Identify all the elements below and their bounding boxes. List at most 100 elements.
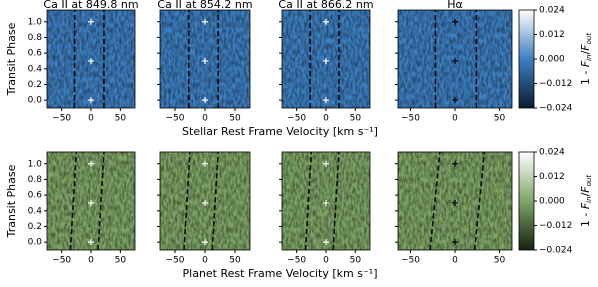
y-tick-label: 0.0 (28, 238, 43, 248)
colorbar-tick-label: −0.012 (539, 79, 572, 89)
plus-marker (323, 199, 329, 206)
colorbar-label-part: in (585, 196, 593, 202)
y-axis-label: Transit Phase (5, 164, 18, 238)
x-tick-label: 50 (350, 256, 362, 266)
plus-marker (452, 57, 458, 64)
plus-marker (452, 97, 458, 104)
colorbar-label-part: out (585, 175, 593, 187)
colorbar-tick-label: −0.024 (539, 246, 573, 256)
colorbar (518, 151, 535, 251)
colorbar-label-part: F (579, 60, 592, 67)
x-tick-label: 0 (202, 114, 208, 124)
colorbar-tick-label: 0.000 (539, 55, 565, 65)
panel-title: Ca II at 854.2 nm (157, 0, 252, 11)
colorbar-label: 1 - Fin/Fout (579, 33, 593, 85)
colorbar-tick-label: −0.024 (539, 104, 573, 114)
x-tick-label: 0 (88, 256, 94, 266)
x-tick-label: 0 (323, 256, 329, 266)
y-tick-label: 0.4 (28, 64, 43, 74)
x-tick-label: 0 (452, 256, 458, 266)
plus-marker (88, 57, 94, 64)
dashed-line (211, 151, 219, 251)
x-tick-label: 0 (202, 256, 208, 266)
y-tick-label: 0.8 (28, 33, 43, 43)
colorbar-tick-label: 0.012 (539, 30, 565, 40)
colorbar-tick-label: 0.012 (539, 172, 565, 182)
colorbar-label-part: in (585, 54, 593, 60)
plus-marker (202, 199, 208, 206)
x-tick-label: 50 (229, 114, 241, 124)
plus-marker (323, 97, 329, 104)
panel-title: Hα (447, 0, 463, 11)
panel-title: Ca II at 866.2 nm (278, 0, 373, 11)
y-tick-label: 0.2 (28, 222, 42, 232)
plus-marker (452, 160, 458, 167)
dashed-line (429, 151, 441, 251)
y-axis-label: Transit Phase (5, 22, 18, 96)
plus-marker (202, 57, 208, 64)
colorbar-label: 1 - Fin/Fout (579, 175, 593, 227)
plus-marker (452, 18, 458, 25)
colorbar-tick-label: 0.000 (539, 197, 565, 207)
x-axis-label: Planet Rest Frame Velocity [km s⁻¹] (183, 267, 378, 280)
x-tick-label: 50 (115, 114, 127, 124)
colorbar-label-part: 1 - (579, 209, 592, 227)
plus-marker (88, 239, 94, 246)
colorbar-tick-label: −0.012 (539, 221, 572, 231)
x-tick-label: −50 (401, 256, 420, 266)
y-tick-label: 0.6 (28, 49, 43, 59)
x-tick-label: 50 (494, 256, 506, 266)
x-tick-label: −50 (166, 256, 185, 266)
colorbar-label-part: out (585, 33, 593, 45)
dashed-line (183, 151, 191, 251)
colorbar-label-part: / (579, 192, 592, 196)
x-tick-label: −50 (166, 114, 185, 124)
dashed-line (97, 151, 105, 251)
x-tick-label: 0 (323, 114, 329, 124)
y-tick-label: 1.0 (28, 17, 43, 27)
x-tick-label: 50 (115, 256, 127, 266)
plus-marker (323, 18, 329, 25)
plus-marker (202, 160, 208, 167)
dashed-line (473, 151, 486, 251)
colorbar-label-part: / (579, 50, 592, 54)
colorbar-label-part: F (579, 44, 592, 51)
colorbar-label-part: 1 - (579, 67, 592, 85)
dashed-line (69, 151, 78, 251)
plus-marker (202, 97, 208, 104)
plus-marker (323, 57, 329, 64)
y-tick-label: 0.0 (28, 96, 43, 106)
y-tick-label: 0.6 (28, 191, 43, 201)
plus-marker (452, 239, 458, 246)
y-tick-label: 1.0 (28, 159, 43, 169)
x-tick-label: −50 (287, 114, 306, 124)
dashed-line (304, 151, 313, 251)
y-tick-label: 0.2 (28, 80, 42, 90)
dashed-line (332, 151, 340, 251)
plus-marker (323, 239, 329, 246)
plus-marker (88, 199, 94, 206)
x-tick-label: 50 (494, 114, 506, 124)
x-tick-label: −50 (52, 114, 71, 124)
y-tick-label: 0.4 (28, 206, 43, 216)
x-tick-label: −50 (52, 256, 71, 266)
y-tick-label: 0.8 (28, 175, 43, 185)
colorbar-label-part: F (579, 186, 592, 193)
x-tick-label: 0 (88, 114, 94, 124)
colorbar-tick-label: 0.024 (539, 6, 565, 16)
x-axis-label: Stellar Rest Frame Velocity [km s⁻¹] (182, 125, 378, 138)
x-tick-label: −50 (287, 256, 306, 266)
colorbar-label-part: F (579, 202, 592, 209)
plus-marker (323, 160, 329, 167)
colorbar-tick-label: 0.024 (539, 148, 565, 158)
plus-marker (452, 199, 458, 206)
x-tick-label: 50 (350, 114, 362, 124)
x-tick-label: −50 (401, 114, 420, 124)
plus-marker (202, 18, 208, 25)
x-tick-label: 50 (229, 256, 241, 266)
colorbar (518, 9, 535, 109)
panel-title: Ca II at 849.8 nm (43, 0, 138, 11)
plus-marker (88, 97, 94, 104)
plus-marker (88, 160, 94, 167)
